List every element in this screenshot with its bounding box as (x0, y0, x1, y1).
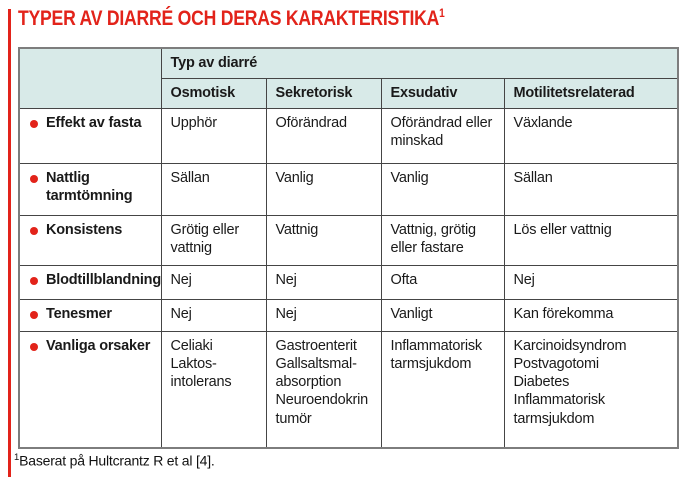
row-label-text: Konsistens (46, 221, 123, 238)
table-row: Nattlig tarmtömning Sällan Vanlig Vanlig Säl… (18, 162, 679, 216)
table-cell: Vattnig (265, 214, 382, 266)
table-row: Effekt av fasta Upphör Oförändrad Oförändra… (18, 107, 679, 164)
table-group-header-row: Typ av diarré (18, 47, 679, 109)
row-label: Nattlig tarmtömning (18, 162, 162, 216)
table-cell: Karcinoidsyndrom Postvagotomi Diabetes I… (503, 330, 679, 449)
table-cell: Vattnig, grötig eller fastare (380, 214, 505, 266)
bullet-icon (30, 342, 38, 351)
column-header-motilitetsrelaterad: Motilitetsrelaterad (503, 77, 679, 109)
table-cell: Nej (160, 298, 267, 332)
table-cell: Nej (265, 264, 382, 300)
table-cell: Nej (503, 264, 679, 300)
row-label-text: Effekt av fasta (46, 114, 142, 131)
table-cell: Lös eller vattnig (503, 214, 679, 266)
table-cell: Nej (265, 298, 382, 332)
table-cell: Sällan (160, 162, 267, 216)
table-cell: Vanlig (265, 162, 382, 216)
row-label: Konsistens (18, 214, 162, 266)
table-cell: Upphör (160, 107, 267, 164)
bullet-icon (30, 276, 38, 285)
page-title-superscript: 1 (439, 6, 445, 20)
table-cell: Sällan (503, 162, 679, 216)
bullet-icon (30, 174, 38, 183)
row-label: Blodtillblandning (18, 264, 162, 300)
row-label-text: Tenesmer (46, 305, 112, 322)
footnote-text: Baserat på Hultcrantz R et al [4]. (19, 452, 215, 469)
row-label-text: Blodtillblandning (46, 271, 161, 288)
column-header-osmotisk: Osmotisk (160, 77, 267, 109)
row-label: Vanliga orsaker (18, 330, 162, 449)
bullet-icon (30, 226, 38, 235)
accent-left-rule (8, 9, 11, 477)
page-title: TYPER AV DIARRÉ OCH DERAS KARAKTERISTIKA… (18, 7, 445, 31)
table-cell: Inflammatorisk tarmsjukdom (380, 330, 505, 449)
row-label: Tenesmer (18, 298, 162, 332)
table-cell: Celiaki Laktos- intolerans (160, 330, 267, 449)
column-header-sekretorisk: Sekretorisk (265, 77, 382, 109)
row-label: Effekt av fasta (18, 107, 162, 164)
table-cell: Oförändrad (265, 107, 382, 164)
footnote-superscript: 1 (14, 452, 20, 463)
diarrhea-types-table: Typ av diarré Osmotisk Sekretorisk Exsud… (18, 47, 680, 449)
corner-cell (18, 47, 162, 109)
footnote: 1Baserat på Hultcrantz R et al [4]. (14, 452, 215, 469)
table-cell: Ofta (380, 264, 505, 300)
group-header-cell: Typ av diarré (160, 47, 679, 79)
table-cell: Gastroenterit Gallsaltsmal- absorption N… (265, 330, 382, 449)
bullet-icon (30, 310, 38, 319)
table-cell: Vanligt (380, 298, 505, 332)
table-cell: Grötig eller vattnig (160, 214, 267, 266)
table-column-header-row: Osmotisk Sekretorisk Exsudativ Motilitet… (19, 77, 679, 109)
page-title-text: TYPER AV DIARRÉ OCH DERAS KARAKTERISTIKA (18, 7, 440, 30)
row-label-text: Vanliga orsaker (46, 337, 151, 354)
bullet-icon (30, 119, 38, 128)
table-cell: Oförändrad eller minskad (380, 107, 505, 164)
table-row: Konsistens Grötig eller vattnig Vattnig Vat… (18, 214, 679, 266)
table-row: Tenesmer Nej Nej Vanligt Kan förekomma (18, 298, 679, 332)
table-cell: Växlande (503, 107, 679, 164)
table-row: Vanliga orsaker Celiaki Laktos- intoleran… (18, 330, 679, 449)
row-label-text: Nattlig tarmtömning (46, 169, 133, 204)
table-cell: Kan förekomma (503, 298, 679, 332)
column-header-exsudativ: Exsudativ (380, 77, 505, 109)
table-row: Blodtillblandning Nej Nej Ofta Nej (18, 264, 679, 300)
table-body: Effekt av fasta Upphör Oförändrad Oförändra… (18, 107, 679, 449)
table-cell: Vanlig (380, 162, 505, 216)
table-cell: Nej (160, 264, 267, 300)
